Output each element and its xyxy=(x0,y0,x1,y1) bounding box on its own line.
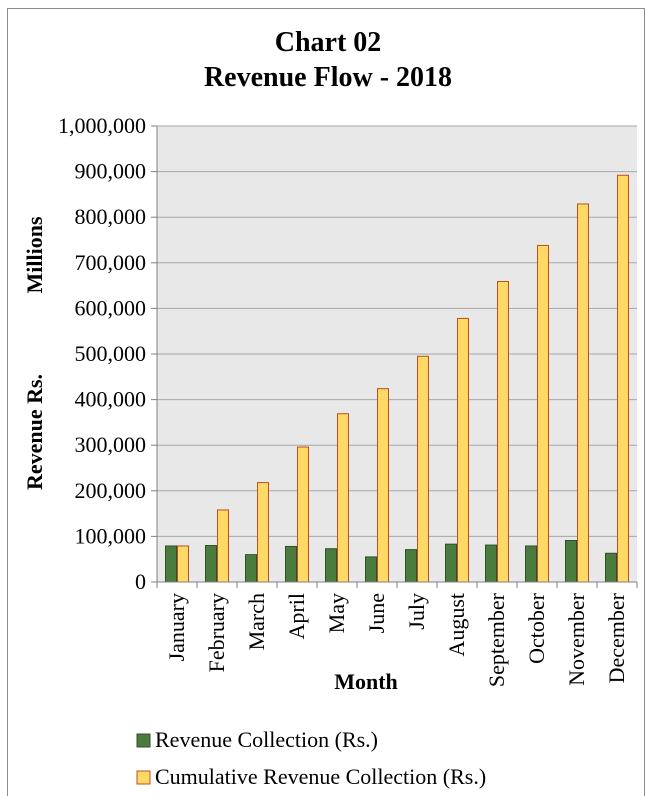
x-axis-title: Month xyxy=(334,669,398,694)
legend-swatch-revenue xyxy=(136,733,151,748)
x-tick-label: November xyxy=(564,592,589,686)
bar-cumulative xyxy=(337,413,349,583)
bar-revenue xyxy=(485,544,497,583)
x-tick-label: December xyxy=(604,592,629,683)
y-tick-label: 900,000 xyxy=(75,159,147,184)
bar-revenue xyxy=(405,549,417,583)
y-tick-label: 300,000 xyxy=(75,432,147,457)
bar-revenue xyxy=(525,545,537,583)
x-tick-label: July xyxy=(404,593,429,630)
legend-label-cumulative: Cumulative Revenue Collection (Rs.) xyxy=(155,764,486,789)
bar-cumulative xyxy=(497,280,509,583)
x-tick-label: April xyxy=(284,593,309,639)
y-tick-label: 0 xyxy=(135,569,146,594)
y-axis-ticks: 0 100,000 200,000 300,000 400,000 500,000 600,… xyxy=(58,113,157,594)
legend: Revenue Collection (Rs.) Cumulative Reve… xyxy=(136,727,486,789)
y-tick-label: 600,000 xyxy=(75,295,147,320)
x-tick-label: October xyxy=(524,592,549,664)
bar-cumulative xyxy=(297,446,309,583)
bar-cumulative xyxy=(457,317,469,583)
x-tick-label: May xyxy=(324,593,349,633)
x-tick-label: January xyxy=(164,593,189,661)
legend-item-cumulative: Cumulative Revenue Collection (Rs.) xyxy=(136,764,486,789)
bars xyxy=(165,174,629,583)
x-tick-label: September xyxy=(484,592,509,687)
bar-revenue xyxy=(605,552,617,583)
bar-revenue xyxy=(365,556,377,583)
bar-revenue xyxy=(565,540,577,583)
chart-subtitle: Revenue Flow - 2018 xyxy=(204,62,452,93)
bar-cumulative xyxy=(617,174,629,583)
legend-item-revenue: Revenue Collection (Rs.) xyxy=(136,727,378,752)
x-axis-ticks: January February March April May June July Augu… xyxy=(156,582,638,687)
y-tick-label: 800,000 xyxy=(75,204,147,229)
y-tick-label: 700,000 xyxy=(75,250,147,275)
legend-label-revenue: Revenue Collection (Rs.) xyxy=(155,727,378,752)
legend-swatch-cumulative xyxy=(136,770,151,785)
bar-cumulative xyxy=(537,244,549,583)
x-tick-label: August xyxy=(444,593,469,657)
bar-cumulative xyxy=(577,203,589,583)
y-tick-label: 1,000,000 xyxy=(58,113,146,138)
bar-revenue xyxy=(205,545,217,583)
x-tick-label: March xyxy=(244,593,269,650)
bar-revenue xyxy=(445,543,457,583)
bar-cumulative xyxy=(417,355,429,583)
bar-cumulative xyxy=(257,482,269,583)
x-tick-label: February xyxy=(204,593,229,672)
bar-revenue xyxy=(245,554,257,583)
x-tick-label: June xyxy=(364,593,389,633)
y-tick-label: 400,000 xyxy=(75,387,147,412)
y-tick-label: 100,000 xyxy=(75,523,147,548)
y-axis-title: Revenue Rs. xyxy=(22,374,47,490)
y-tick-label: 200,000 xyxy=(75,478,147,503)
bar-cumulative xyxy=(177,545,189,583)
y-axis-unit: Millions xyxy=(22,216,47,293)
bar-revenue xyxy=(165,545,177,583)
bar-cumulative xyxy=(377,388,389,583)
gridlines xyxy=(157,125,637,537)
y-tick-label: 500,000 xyxy=(75,341,147,366)
bar-cumulative xyxy=(217,509,229,583)
bar-revenue xyxy=(325,548,337,583)
chart-title: Chart 02 xyxy=(275,27,382,58)
bar-revenue xyxy=(285,545,297,583)
